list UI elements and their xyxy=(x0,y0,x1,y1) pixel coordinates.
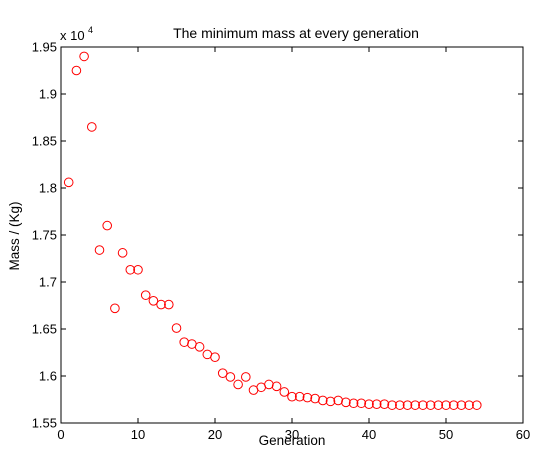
y-axis-multiplier-base: x 10 xyxy=(60,28,85,43)
chart-title: The minimum mass at every generation xyxy=(173,25,419,41)
data-point xyxy=(279,387,290,397)
data-point xyxy=(63,177,74,188)
data-point xyxy=(140,290,151,300)
axis-ticks: 0 10 20 30 40 50 60 1.55 1.6 1.65 1.7 1.75 1.8 1.85 1.… xyxy=(32,40,531,443)
data-point xyxy=(217,368,228,378)
y-tick-label: 1.65 xyxy=(32,322,57,337)
data-point xyxy=(364,399,374,410)
data-point xyxy=(356,398,367,409)
data-point xyxy=(333,395,344,406)
y-tick-label: 1.6 xyxy=(39,369,57,384)
data-point xyxy=(441,400,451,410)
y-axis-label: Mass / (Kg) xyxy=(7,201,22,270)
data-point xyxy=(302,392,313,403)
data-point xyxy=(94,245,105,255)
data-point xyxy=(241,372,251,382)
data-point xyxy=(379,399,390,410)
y-axis-multiplier-exponent: 4 xyxy=(88,25,93,35)
data-point xyxy=(71,65,82,76)
data-point xyxy=(348,398,359,409)
data-point xyxy=(87,122,97,132)
data-point xyxy=(395,400,405,410)
y-tick-label: 1.7 xyxy=(39,275,57,290)
data-point xyxy=(110,303,120,314)
data-point xyxy=(148,296,159,306)
x-tick-label: 40 xyxy=(362,427,376,442)
data-points xyxy=(63,51,482,410)
data-point xyxy=(325,396,336,407)
x-tick-label: 10 xyxy=(131,427,145,442)
data-point xyxy=(117,248,128,258)
data-point xyxy=(225,372,236,382)
data-point xyxy=(79,51,89,62)
data-point xyxy=(287,391,297,402)
y-tick-label: 1.75 xyxy=(32,228,57,243)
data-point xyxy=(164,299,174,310)
data-point xyxy=(410,400,421,410)
data-point xyxy=(310,393,320,404)
data-point xyxy=(418,400,428,410)
data-point xyxy=(472,400,482,410)
y-tick-label: 1.95 xyxy=(32,40,57,55)
x-tick-label: 30 xyxy=(285,427,299,442)
y-tick-label: 1.55 xyxy=(32,416,57,431)
x-tick-label: 60 xyxy=(516,427,530,442)
data-point xyxy=(448,400,459,410)
data-point xyxy=(456,400,467,410)
data-point xyxy=(171,323,182,333)
data-point xyxy=(271,381,282,392)
data-point xyxy=(341,397,351,408)
data-point xyxy=(387,400,397,410)
data-point xyxy=(433,400,444,410)
data-point xyxy=(156,299,166,310)
x-tick-label: 20 xyxy=(208,427,222,442)
data-point xyxy=(125,264,136,275)
data-point xyxy=(179,337,189,347)
plot-area xyxy=(60,46,524,424)
x-tick-label: 50 xyxy=(439,427,453,442)
data-point xyxy=(294,391,305,402)
y-tick-label: 1.8 xyxy=(39,181,57,196)
x-axis-label: Generation xyxy=(259,433,326,448)
data-point xyxy=(233,379,243,390)
y-tick-label: 1.85 xyxy=(32,134,57,149)
data-point xyxy=(133,264,143,275)
data-point xyxy=(464,400,474,410)
data-point xyxy=(371,399,382,410)
data-point xyxy=(194,342,205,352)
data-point xyxy=(210,352,220,363)
y-tick-label: 1.9 xyxy=(39,87,57,102)
data-point xyxy=(264,379,274,390)
data-point xyxy=(402,400,413,410)
data-point xyxy=(318,395,328,406)
x-tick-label: 0 xyxy=(57,427,64,442)
data-point xyxy=(102,220,112,231)
data-point xyxy=(425,400,436,410)
